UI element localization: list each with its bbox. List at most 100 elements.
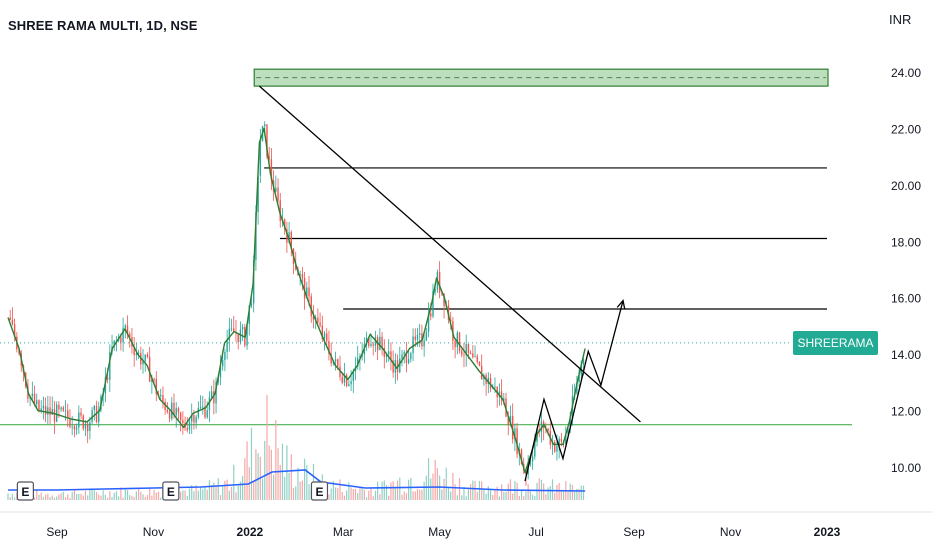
candle-body bbox=[476, 356, 478, 362]
candle-body bbox=[171, 402, 173, 419]
candle-body bbox=[135, 353, 138, 356]
volume-bar bbox=[76, 494, 78, 500]
volume-bar bbox=[538, 478, 540, 500]
candle-body bbox=[246, 324, 248, 346]
volume-bar bbox=[180, 491, 182, 500]
candle-body bbox=[520, 449, 523, 465]
volume-bar bbox=[284, 476, 286, 500]
candle-body bbox=[213, 391, 215, 404]
candle-body bbox=[186, 428, 188, 430]
candle-body bbox=[120, 337, 122, 343]
volume-bar bbox=[516, 482, 518, 500]
volume-bar bbox=[193, 491, 195, 500]
volume-bar bbox=[368, 490, 370, 500]
x-tick-label: 2023 bbox=[814, 525, 841, 539]
volume-bar bbox=[111, 496, 113, 500]
volume-bar bbox=[334, 487, 337, 500]
volume-bar bbox=[129, 495, 131, 500]
candle-body bbox=[432, 291, 434, 317]
candle-body bbox=[368, 337, 370, 346]
candle-body bbox=[458, 332, 461, 352]
candle-body bbox=[233, 328, 235, 332]
volume-bar bbox=[71, 492, 73, 500]
candle-body bbox=[423, 340, 425, 347]
volume-bar bbox=[529, 491, 531, 500]
candle-body bbox=[341, 377, 343, 383]
candle-body bbox=[383, 348, 385, 357]
volume-bar bbox=[525, 491, 527, 500]
volume-bar bbox=[153, 489, 155, 500]
candle-body bbox=[370, 344, 372, 346]
volume-bar bbox=[465, 496, 467, 500]
volume-bar bbox=[403, 491, 405, 500]
candle-body bbox=[133, 346, 135, 356]
volume-bar bbox=[447, 487, 450, 500]
candle-body bbox=[503, 398, 505, 401]
volume-bar bbox=[277, 448, 279, 500]
volume-bar bbox=[436, 468, 439, 500]
candle-body bbox=[509, 415, 512, 426]
earnings-marker-label: E bbox=[315, 485, 323, 499]
volume-bar bbox=[49, 497, 51, 500]
candle-body bbox=[188, 421, 191, 430]
volume-bar bbox=[7, 493, 9, 500]
volume-bar bbox=[301, 480, 303, 500]
volume-bar bbox=[82, 495, 84, 500]
x-tick-label: Jul bbox=[528, 525, 543, 539]
candle-body bbox=[334, 359, 337, 362]
volume-bar bbox=[549, 486, 551, 500]
earnings-marker-box bbox=[16, 481, 34, 501]
candle-body bbox=[168, 411, 171, 419]
volume-bar bbox=[481, 481, 483, 500]
candle-body bbox=[419, 333, 421, 335]
volume-bar bbox=[195, 485, 197, 500]
earnings-marker-2: E bbox=[162, 481, 180, 501]
candle-body bbox=[299, 274, 301, 276]
candle-body bbox=[489, 377, 492, 389]
volume-bar bbox=[385, 485, 388, 500]
y-tick-label: 10.00 bbox=[891, 461, 921, 475]
volume-bar bbox=[42, 496, 45, 500]
x-tick-label: 2022 bbox=[237, 525, 264, 539]
volume-bar bbox=[396, 480, 399, 500]
candle-body bbox=[392, 360, 394, 373]
volume-bar bbox=[266, 394, 268, 500]
volume-bar bbox=[399, 477, 401, 500]
volume-bar bbox=[87, 495, 89, 500]
y-tick-label: 20.00 bbox=[891, 179, 921, 193]
candle-body bbox=[58, 404, 60, 410]
candle-body bbox=[365, 337, 368, 345]
volume-bar bbox=[9, 497, 11, 500]
candle-body bbox=[44, 405, 47, 415]
volume-bar bbox=[390, 482, 392, 500]
candle-body bbox=[405, 352, 408, 363]
volume-bar bbox=[472, 480, 474, 500]
volume-bar bbox=[365, 497, 368, 500]
candle-body bbox=[416, 334, 419, 340]
volume-bar bbox=[149, 487, 151, 500]
volume-bar bbox=[33, 497, 36, 500]
candle-body bbox=[239, 329, 242, 343]
candle-body bbox=[89, 422, 91, 432]
volume-bar bbox=[547, 487, 549, 500]
candle-body bbox=[279, 200, 281, 221]
volume-bar bbox=[427, 458, 430, 500]
candle-body bbox=[407, 359, 410, 363]
price-trend-line bbox=[7, 127, 586, 474]
volume-bar bbox=[84, 490, 87, 500]
candle-body bbox=[64, 410, 67, 412]
volume-bar bbox=[354, 488, 357, 500]
volume-bar bbox=[348, 482, 350, 500]
candle-body bbox=[98, 409, 100, 422]
volume-bar bbox=[253, 481, 255, 500]
candle-body bbox=[547, 428, 549, 431]
volume-bar bbox=[290, 454, 292, 500]
volume-bar bbox=[131, 495, 133, 500]
candle-body bbox=[511, 415, 514, 440]
volume-bar bbox=[146, 494, 149, 500]
volume-bar bbox=[574, 491, 576, 500]
candle-body bbox=[166, 410, 169, 412]
volume-bar bbox=[235, 492, 237, 500]
candle-body bbox=[303, 278, 306, 299]
